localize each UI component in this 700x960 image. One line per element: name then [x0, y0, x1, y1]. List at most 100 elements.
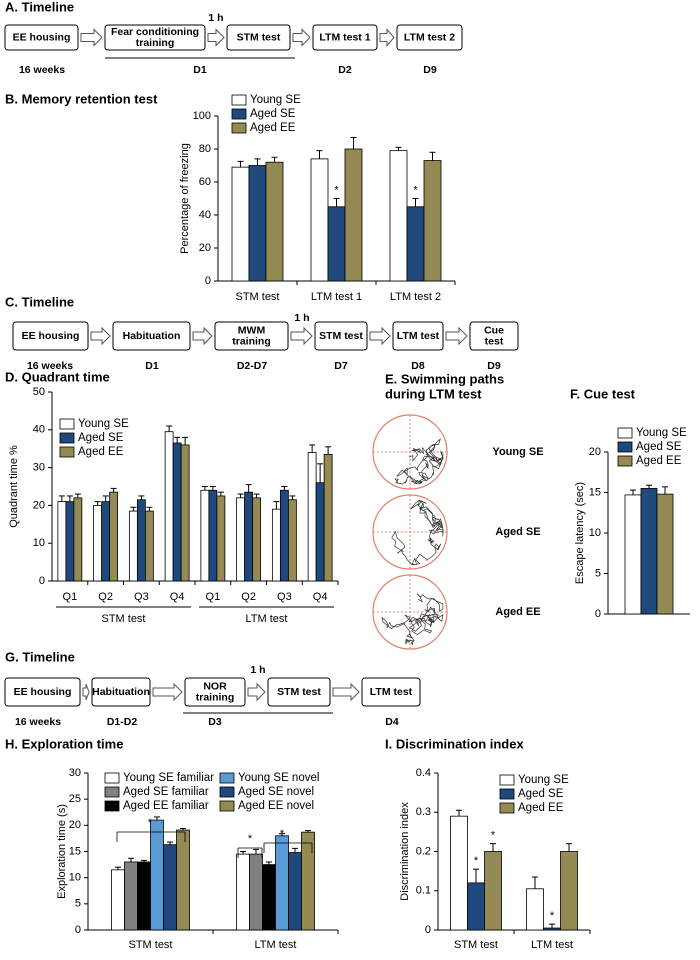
y-tick-label: 30	[69, 767, 81, 779]
y-axis-label: Exploration time (s)	[56, 804, 68, 899]
legend-swatch	[104, 772, 120, 784]
legend-swatch	[59, 446, 75, 458]
annotation: *	[148, 817, 153, 829]
y-axis-label: Discrimination index	[399, 802, 411, 901]
y-tick-label: 40	[33, 424, 45, 436]
legend-label: Young SE	[78, 418, 129, 430]
error-bar	[138, 495, 145, 500]
error-bar	[309, 444, 316, 453]
timeline-box-label: EE housing	[13, 31, 71, 43]
timeline-arrow	[379, 28, 395, 47]
timeline-arrow	[290, 326, 313, 346]
legend-swatch	[104, 786, 120, 798]
bar	[73, 497, 83, 582]
bar	[200, 489, 210, 582]
bar	[450, 815, 468, 931]
error-bar	[217, 491, 224, 496]
legend-label: Young SE	[518, 774, 569, 786]
x-tick-label: Q3	[134, 591, 149, 603]
timeline-title: G. Timeline	[5, 649, 75, 664]
error-bar	[456, 809, 462, 817]
y-tick-label: 20	[33, 499, 45, 511]
timeline-box-label: STM test	[319, 330, 363, 342]
bar	[287, 499, 297, 582]
error-bar	[94, 501, 101, 506]
timeline-box-label: EE housing	[22, 330, 80, 342]
timeline-box	[396, 24, 463, 51]
y-tick-label: 10	[33, 537, 45, 549]
error-bar	[646, 484, 652, 489]
error-bar	[237, 160, 244, 168]
bar	[176, 829, 190, 931]
error-bar	[412, 198, 419, 207]
y-axis-label: Escape latency (sec)	[574, 482, 586, 584]
timeline-box	[91, 677, 151, 707]
y-tick-label: 0.1	[416, 885, 431, 897]
timeline-box-label: EE housing	[14, 686, 72, 698]
bar	[275, 835, 289, 931]
bar	[640, 488, 658, 615]
timeline-day-label: D2-D7	[237, 360, 268, 372]
bar	[208, 489, 218, 582]
x-tick-label: LTM test	[531, 939, 573, 951]
timeline-box	[314, 321, 368, 351]
timeline-box	[392, 321, 444, 351]
timeline-day-label: 16 weeks	[19, 64, 65, 76]
error-bar	[289, 495, 296, 500]
bar	[65, 501, 75, 582]
y-tick-label: 60	[199, 176, 211, 188]
y-tick-label: 25	[69, 793, 81, 805]
y-tick-label: 20	[199, 242, 211, 254]
y-tick-label: 0.2	[416, 845, 431, 857]
timeline-box	[214, 321, 289, 351]
legend-swatch	[617, 441, 633, 453]
x-tick-label: Q4	[170, 591, 185, 603]
error-bar	[271, 156, 278, 163]
bar	[249, 853, 263, 931]
error-bar	[245, 484, 252, 493]
error-bar	[240, 851, 246, 855]
panel-title: E. Swimming paths	[385, 371, 504, 386]
error-bar	[146, 506, 153, 512]
y-tick-label: 50	[33, 386, 45, 398]
timeline-box-label: STM test	[237, 31, 281, 43]
x-tick-label: STM test	[235, 291, 279, 303]
y-tick-label: 0	[39, 575, 45, 587]
timeline-box	[312, 24, 378, 51]
bar	[310, 158, 329, 282]
error-bar	[395, 146, 402, 151]
legend-label: Aged SE novel	[238, 786, 314, 798]
error-bar	[141, 859, 147, 862]
timeline-box-label: MWM training	[232, 324, 271, 347]
significance-mark: *	[491, 830, 496, 842]
error-bar	[630, 489, 636, 495]
timeline-arrow	[192, 326, 213, 346]
annotation: *	[280, 828, 285, 840]
bar	[344, 148, 363, 282]
timeline-arrow	[90, 326, 111, 346]
bar	[301, 831, 315, 931]
y-tick-label: 10	[589, 527, 601, 539]
error-bar	[58, 495, 65, 502]
timeline-box-label: Habituation	[123, 330, 181, 342]
y-tick-label: 0	[205, 275, 211, 287]
error-bar	[182, 436, 189, 445]
legend-label: Aged SE familiar	[123, 786, 209, 798]
timeline-day-label: 16 weeks	[27, 360, 73, 372]
significance-mark: *	[413, 184, 418, 196]
timeline-box-label: LTM test	[370, 686, 413, 698]
error-bar	[305, 830, 311, 833]
timeline-arrow	[80, 28, 103, 47]
error-bar	[273, 501, 280, 510]
significance-mark: *	[550, 910, 555, 922]
legend-swatch	[219, 786, 235, 798]
y-tick-label: 20	[589, 446, 601, 458]
x-tick-label: LTM test 2	[390, 291, 441, 303]
bar	[467, 882, 485, 931]
timeline-title: C. Timeline	[5, 294, 74, 309]
timeline-box	[112, 321, 191, 351]
bar	[248, 165, 267, 282]
legend-swatch	[104, 800, 120, 812]
x-tick-label: LTM test 1	[311, 291, 362, 303]
timeline-day-label: D4	[385, 716, 399, 728]
